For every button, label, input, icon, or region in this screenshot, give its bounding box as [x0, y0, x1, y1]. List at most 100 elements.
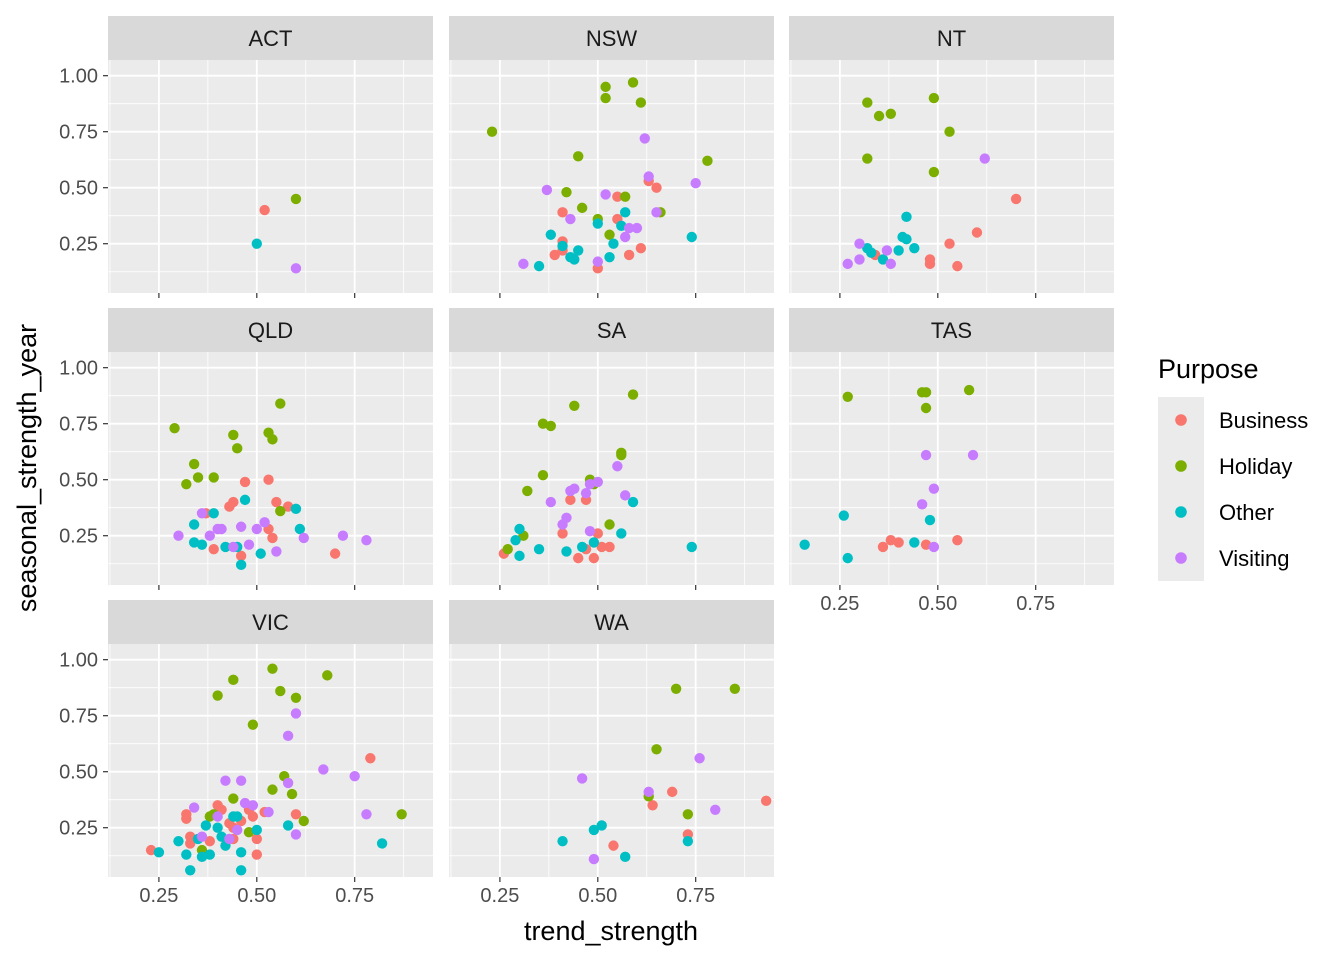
data-point: [635, 242, 647, 254]
series-other: [862, 211, 920, 265]
data-point: [290, 708, 302, 719]
data-point: [247, 811, 259, 822]
panel-background: [449, 644, 774, 877]
data-point: [349, 770, 360, 782]
data-point: [185, 838, 196, 849]
series-visiting: [290, 263, 302, 274]
data-point: [522, 485, 533, 497]
data-point: [271, 496, 282, 508]
y-tick-label: 1.00: [59, 650, 98, 672]
data-point: [533, 543, 545, 555]
data-point: [212, 690, 223, 701]
data-point: [192, 472, 204, 483]
data-point: [286, 788, 298, 800]
data-point: [651, 207, 662, 218]
series-business: [549, 175, 662, 274]
series-business: [877, 534, 963, 553]
data-point: [616, 449, 627, 461]
data-point: [944, 238, 955, 249]
data-point: [396, 809, 407, 820]
data-point: [267, 532, 278, 544]
data-point: [877, 254, 889, 265]
data-point: [576, 773, 588, 784]
data-point: [760, 795, 772, 807]
data-point: [565, 494, 576, 506]
data-point: [282, 777, 294, 789]
facet-strip: [449, 16, 774, 60]
x-tick-label: 0.75: [335, 885, 374, 907]
series-other: [188, 494, 306, 571]
data-point: [235, 775, 247, 786]
facet-wa: WA 0.25 0.50 0.75: [449, 600, 774, 907]
data-point: [612, 461, 623, 472]
facet-strip: [449, 600, 774, 644]
data-point: [502, 543, 513, 555]
series-other: [799, 510, 936, 564]
y-tick-label: 0.75: [59, 706, 98, 728]
data-point: [928, 541, 940, 553]
data-point: [639, 133, 650, 144]
data-point: [212, 822, 223, 833]
data-point: [263, 806, 274, 818]
data-point: [573, 552, 584, 564]
series-holiday: [196, 663, 407, 856]
data-point: [842, 391, 853, 403]
data-point: [267, 663, 278, 674]
data-point: [290, 503, 302, 515]
data-point: [243, 539, 255, 550]
data-point: [169, 422, 180, 434]
series-visiting: [576, 753, 721, 865]
data-point: [212, 811, 223, 822]
data-point: [573, 245, 584, 256]
data-point: [181, 849, 192, 860]
series-holiday: [486, 77, 713, 240]
data-point: [620, 191, 631, 202]
data-point: [620, 207, 631, 218]
data-point: [329, 548, 341, 559]
facet-strip-label: QLD: [248, 318, 293, 343]
data-point: [952, 534, 963, 546]
legend-key-visiting: [1175, 552, 1187, 564]
data-point: [282, 730, 294, 742]
data-point: [188, 537, 200, 548]
legend-label-visiting: Visiting: [1219, 546, 1290, 571]
series-visiting: [518, 133, 701, 270]
legend-key-business: [1175, 414, 1187, 426]
facet-strip: [108, 308, 433, 352]
data-point: [920, 449, 932, 461]
data-point: [854, 254, 865, 265]
data-point: [181, 478, 192, 490]
data-point: [239, 797, 251, 809]
data-point: [271, 546, 282, 557]
data-point: [196, 851, 208, 863]
data-point: [604, 229, 615, 240]
panel-background: [108, 60, 433, 293]
series-holiday: [842, 384, 975, 414]
data-point: [838, 510, 850, 521]
y-tick-label: 0.50: [59, 762, 98, 784]
data-point: [235, 865, 247, 876]
data-point: [729, 683, 741, 695]
data-point: [537, 418, 549, 429]
y-axis-title: seasonal_strength_year: [12, 324, 42, 612]
data-point: [232, 824, 243, 836]
data-point: [620, 490, 631, 501]
data-point: [263, 474, 274, 485]
facet-strip-label: TAS: [931, 318, 972, 343]
data-point: [204, 849, 216, 860]
data-point: [694, 753, 705, 764]
data-point: [588, 853, 600, 865]
data-point: [608, 840, 619, 851]
facet-nsw: NSW: [449, 16, 774, 298]
facet-strip-label: VIC: [252, 610, 289, 635]
data-point: [920, 387, 932, 398]
data-point: [854, 238, 865, 249]
facet-strip-label: ACT: [249, 26, 293, 51]
series-visiting: [842, 153, 990, 270]
data-point: [361, 534, 372, 546]
data-point: [682, 835, 694, 847]
data-point: [196, 539, 208, 550]
data-point: [881, 245, 893, 256]
data-point: [702, 155, 713, 167]
y-tick-label: 0.25: [59, 818, 98, 840]
